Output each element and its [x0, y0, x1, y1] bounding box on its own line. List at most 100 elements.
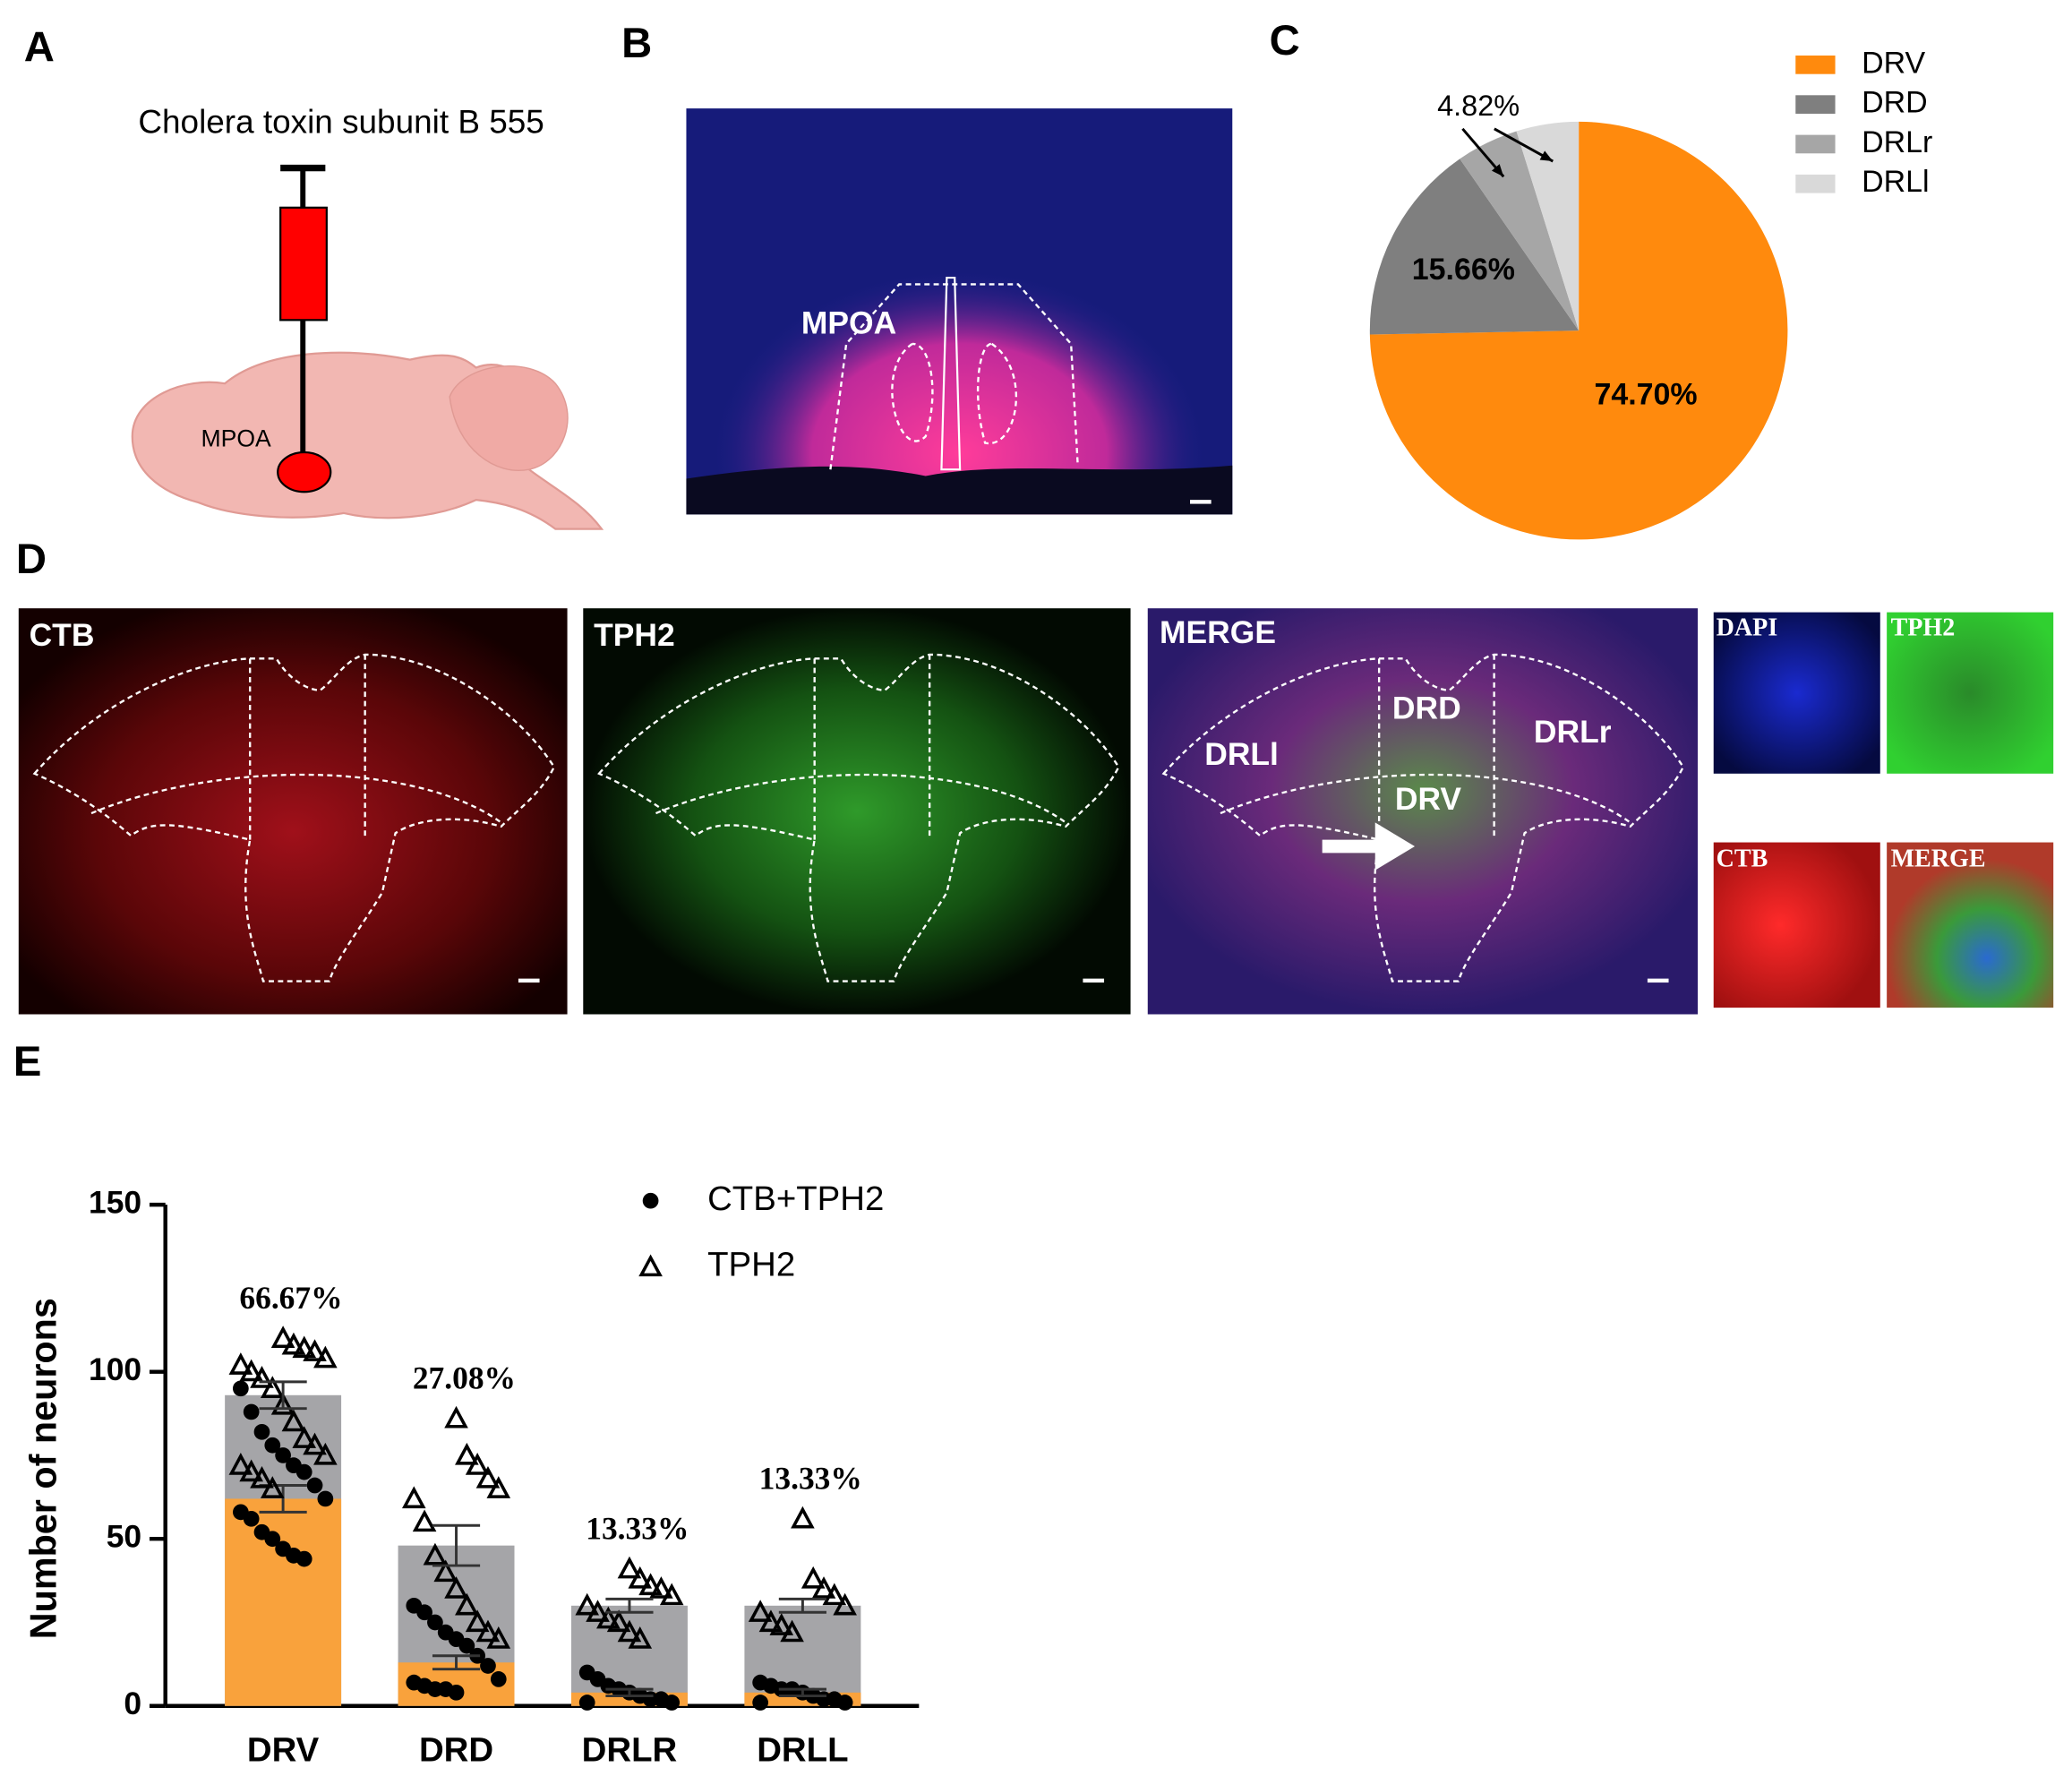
x-tick-label: DRLR	[582, 1731, 678, 1770]
error-bar	[432, 1523, 481, 1567]
inset-label: MERGE	[1891, 845, 1986, 873]
error-bar	[432, 1654, 481, 1671]
data-point	[664, 1694, 681, 1711]
legend-label: DRLr	[1862, 125, 1932, 159]
panel-b: MPOA	[686, 108, 1233, 515]
region-label: MPOA	[801, 305, 896, 341]
arrow	[1322, 822, 1416, 871]
data-point	[444, 1405, 468, 1429]
data-point	[465, 1453, 490, 1475]
panel-d: CTB TPH2 MERGE DRD DRLr DRLl DRV DAPI TP…	[18, 608, 2054, 1015]
data-point	[649, 1576, 673, 1599]
data-point	[292, 1426, 317, 1448]
data-point	[833, 1592, 857, 1616]
inset	[1887, 612, 2054, 774]
region-label: DRLr	[1534, 714, 1612, 750]
data-point	[303, 1432, 327, 1455]
data-point	[490, 1671, 507, 1687]
data-point	[313, 1345, 338, 1368]
channel-label: TPH2	[594, 617, 675, 653]
data-point	[628, 1566, 653, 1589]
data-point	[836, 1694, 853, 1711]
data-point	[423, 1542, 448, 1566]
data-point	[628, 1626, 653, 1649]
data-point	[486, 1626, 511, 1649]
legend-swatch	[1795, 95, 1836, 114]
data-point	[444, 1576, 468, 1599]
data-point	[465, 1609, 490, 1633]
panel-label: E	[13, 1038, 42, 1085]
pie-slice	[1369, 159, 1580, 335]
y-tick-label: 100	[89, 1351, 141, 1387]
error-bar	[778, 1687, 826, 1698]
data-point	[401, 1486, 426, 1509]
data-point	[317, 1490, 334, 1507]
legend-label: CTB+TPH2	[707, 1180, 884, 1218]
data-point	[801, 1566, 826, 1589]
panel-label: B	[621, 20, 652, 67]
y-tick-label: 50	[107, 1519, 141, 1555]
panel-a: Cholera toxin subunit B 555 MPOA	[131, 104, 604, 530]
data-point	[295, 1463, 313, 1480]
pie-slice	[1460, 131, 1580, 331]
annotation: 27.08%	[413, 1360, 516, 1396]
data-point	[758, 1609, 783, 1633]
data-point	[292, 1335, 317, 1359]
inset-label: DAPI	[1717, 613, 1778, 641]
data-point	[281, 1332, 306, 1355]
data-point	[264, 1531, 281, 1548]
data-point	[427, 1614, 443, 1631]
micrograph	[18, 608, 568, 1015]
data-point	[275, 1447, 291, 1463]
panel-label: A	[24, 24, 55, 72]
data-point	[281, 1409, 306, 1432]
data-point	[295, 1550, 313, 1567]
legend-swatch	[1795, 56, 1836, 74]
annotation: 13.33%	[759, 1461, 862, 1497]
data-point	[586, 1600, 610, 1622]
data-point	[250, 1366, 274, 1388]
data-point	[264, 1437, 281, 1454]
x-tick-label: DRLL	[757, 1731, 848, 1770]
channel-label: MERGE	[1160, 614, 1276, 650]
legend-label: DRV	[1862, 46, 1925, 80]
data-point	[455, 1592, 479, 1616]
data-point	[575, 1592, 600, 1616]
data-point	[455, 1442, 479, 1465]
legend-label: TPH2	[707, 1246, 795, 1284]
bar	[225, 1498, 342, 1706]
data-point	[239, 1359, 263, 1382]
data-point	[313, 1442, 338, 1465]
data-point	[578, 1694, 595, 1711]
x-tick-label: DRD	[419, 1731, 493, 1770]
data-point	[260, 1376, 285, 1398]
data-point	[475, 1465, 501, 1489]
data-point	[791, 1506, 815, 1529]
arrow-head	[1491, 164, 1504, 177]
data-point	[617, 1619, 642, 1643]
channel-label: CTB	[30, 617, 95, 653]
inset-label: TPH2	[1891, 613, 1956, 641]
annotation: 13.33%	[586, 1511, 689, 1547]
data-point	[232, 1380, 249, 1397]
data-point	[769, 1613, 794, 1635]
legend-label: DRD	[1862, 86, 1928, 120]
data-label: 15.66%	[1412, 253, 1515, 287]
pie-slice	[1369, 121, 1788, 540]
data-point	[228, 1352, 253, 1375]
scale-bar	[1190, 500, 1212, 504]
data-point	[659, 1583, 684, 1606]
y-axis-label: Number of neurons	[23, 1298, 64, 1639]
data-point	[617, 1556, 642, 1579]
data-point	[486, 1476, 511, 1498]
injection-title: Cholera toxin subunit B 555	[138, 104, 544, 141]
data-point	[811, 1576, 836, 1599]
arrow-head	[1539, 150, 1554, 162]
data-point	[748, 1600, 773, 1622]
y-tick-label: 150	[89, 1184, 141, 1220]
x-tick-label: DRV	[247, 1731, 320, 1770]
data-point	[239, 1459, 263, 1482]
injection-site	[277, 450, 332, 493]
data-point	[270, 1392, 295, 1415]
data-point	[822, 1583, 847, 1606]
